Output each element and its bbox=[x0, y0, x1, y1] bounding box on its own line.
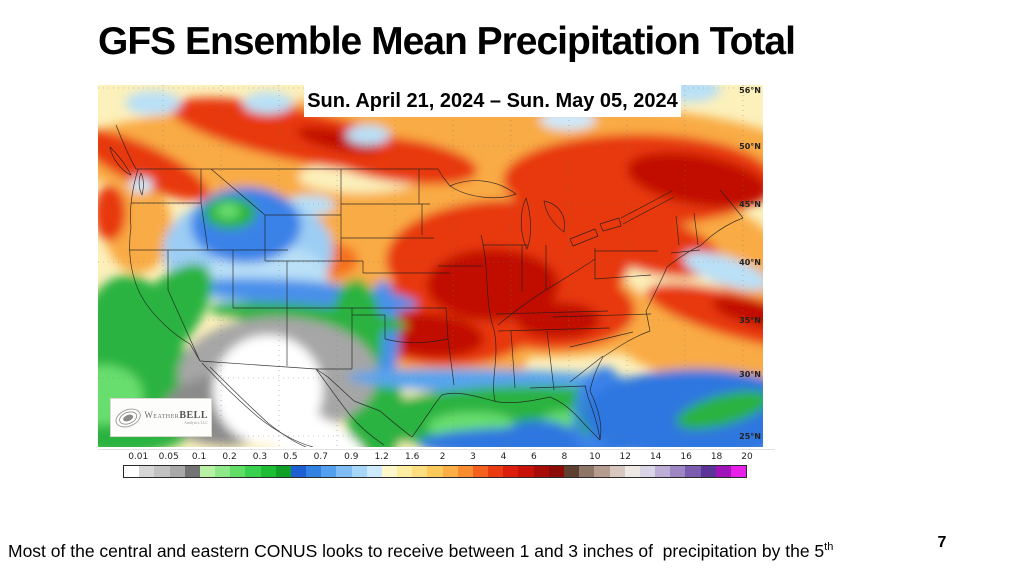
legend-tick-label: 2 bbox=[439, 452, 446, 462]
legend-tick-label: 12 bbox=[619, 452, 631, 462]
legend-tick-label: 1.2 bbox=[374, 452, 389, 462]
legend-color-segment bbox=[336, 466, 352, 477]
legend-color-segment bbox=[169, 466, 185, 477]
legend-color-segment bbox=[124, 466, 140, 477]
logo-subtitle: Analytics LLC bbox=[184, 419, 208, 425]
lat-label: 30°N bbox=[739, 370, 761, 379]
logo-brand-bell: BELL bbox=[179, 409, 208, 421]
legend-tick-label: 0.2 bbox=[222, 452, 237, 462]
legend-color-segment bbox=[548, 466, 564, 477]
legend-color-segment bbox=[472, 466, 489, 477]
precip-map-graphic: 56°N 50°N 45°N 40°N 35°N 30°N 25°N bbox=[98, 85, 763, 447]
legend-color-segment bbox=[609, 466, 625, 477]
legend-color-segment bbox=[700, 466, 716, 477]
legend-tick-label: 0.01 bbox=[128, 452, 149, 462]
map-borders bbox=[109, 124, 744, 447]
legend-color-segment bbox=[730, 466, 747, 477]
legend-color-segment bbox=[306, 466, 322, 477]
legend-color-segment bbox=[184, 466, 200, 477]
legend-tick-label: 14 bbox=[649, 452, 662, 462]
precip-shading bbox=[98, 85, 763, 447]
page-number: 7 bbox=[937, 534, 947, 551]
legend-color-segment bbox=[154, 466, 170, 477]
legend-color-segment bbox=[533, 466, 549, 477]
legend-color-segment bbox=[351, 466, 367, 477]
caption-text: Most of the central and eastern CONUS lo… bbox=[8, 482, 1013, 576]
legend-tick-label: 0.05 bbox=[158, 452, 179, 462]
legend-tick-label: 10 bbox=[589, 452, 601, 462]
legend-color-segment bbox=[670, 466, 686, 477]
legend-tick-label: 1.6 bbox=[404, 452, 420, 462]
legend-tick-label: 0.5 bbox=[283, 452, 298, 462]
legend-color-segment bbox=[715, 466, 731, 477]
legend-color-segment bbox=[518, 466, 534, 477]
legend-tick-label: 20 bbox=[741, 452, 753, 462]
legend-tick-row: 0.01 0.05 0.1 0.2 0.3 0.5 0.7 0.9 1.2 1.6 2 3 4 6 8 10 1… bbox=[123, 452, 753, 464]
legend-color-segment bbox=[639, 466, 656, 477]
legend-color-segment bbox=[381, 466, 398, 477]
weatherbell-logo-text: WeatherBELL Analytics LLC bbox=[144, 409, 208, 425]
legend-color-segment bbox=[260, 466, 276, 477]
lat-label: 50°N bbox=[739, 142, 761, 151]
legend-tick-label: 8 bbox=[561, 452, 568, 462]
precip-map: 56°N 50°N 45°N 40°N 35°N 30°N 25°N Sun. … bbox=[98, 85, 763, 447]
legend-tick-label: 16 bbox=[680, 452, 692, 462]
lat-label: 45°N bbox=[739, 200, 761, 209]
legend-color-segment bbox=[624, 466, 640, 477]
legend-color-segment bbox=[594, 466, 610, 477]
legend-color-segment bbox=[579, 466, 595, 477]
legend-color-segment bbox=[563, 466, 580, 477]
legend-color-segment bbox=[139, 466, 155, 477]
legend-color-segment bbox=[321, 466, 337, 477]
legend-color-segment bbox=[245, 466, 261, 477]
legend-color-segment bbox=[366, 466, 382, 477]
legend-color-segment bbox=[215, 466, 231, 477]
legend-color-segment bbox=[655, 466, 671, 477]
legend-color-segment bbox=[275, 466, 291, 477]
legend-color-segment bbox=[685, 466, 701, 477]
legend-color-segment bbox=[442, 466, 458, 477]
lat-label: 56°N bbox=[739, 86, 761, 95]
legend-tick-label: 0.1 bbox=[191, 452, 207, 462]
lat-label: 35°N bbox=[739, 316, 761, 325]
legend-tick-label: 0.9 bbox=[344, 452, 359, 462]
legend-tick-label: 0.7 bbox=[313, 452, 329, 462]
caption-superscript: th bbox=[824, 541, 834, 553]
legend-color-segment bbox=[457, 466, 473, 477]
lat-label: 40°N bbox=[739, 258, 761, 267]
logo-brand-weather: Weather bbox=[144, 409, 180, 420]
precip-legend: 0.01 0.05 0.1 0.2 0.3 0.5 0.7 0.9 1.2 1.6 2 3 4 6 8 10 1… bbox=[98, 449, 775, 480]
legend-tick-label: 3 bbox=[470, 452, 476, 462]
legend-color-segment bbox=[427, 466, 443, 477]
legend-tick-label: 18 bbox=[710, 452, 723, 462]
legend-tick-label: 4 bbox=[500, 452, 507, 462]
legend-color-segment bbox=[488, 466, 504, 477]
page-title: GFS Ensemble Mean Precipitation Total bbox=[98, 20, 796, 63]
lat-label: 25°N bbox=[739, 432, 761, 441]
date-range-label: Sun. April 21, 2024 – Sun. May 05, 2024 bbox=[304, 85, 681, 117]
legend-color-segment bbox=[230, 466, 246, 477]
legend-color-segment bbox=[412, 466, 428, 477]
legend-color-segment bbox=[397, 466, 413, 477]
legend-tick-label: 0.3 bbox=[252, 452, 268, 462]
caption-line-1: Most of the central and eastern CONUS lo… bbox=[8, 540, 834, 561]
legend-color-segment bbox=[290, 466, 307, 477]
legend-color-segment bbox=[199, 466, 216, 477]
lat-labels: 56°N 50°N 45°N 40°N 35°N 30°N 25°N bbox=[739, 86, 761, 441]
legend-color-segment bbox=[503, 466, 519, 477]
legend-colorbar bbox=[123, 465, 747, 478]
weatherbell-logo: WeatherBELL Analytics LLC bbox=[110, 398, 212, 437]
legend-tick-label: 6 bbox=[531, 452, 537, 462]
weatherbell-swirl-icon bbox=[115, 408, 141, 427]
